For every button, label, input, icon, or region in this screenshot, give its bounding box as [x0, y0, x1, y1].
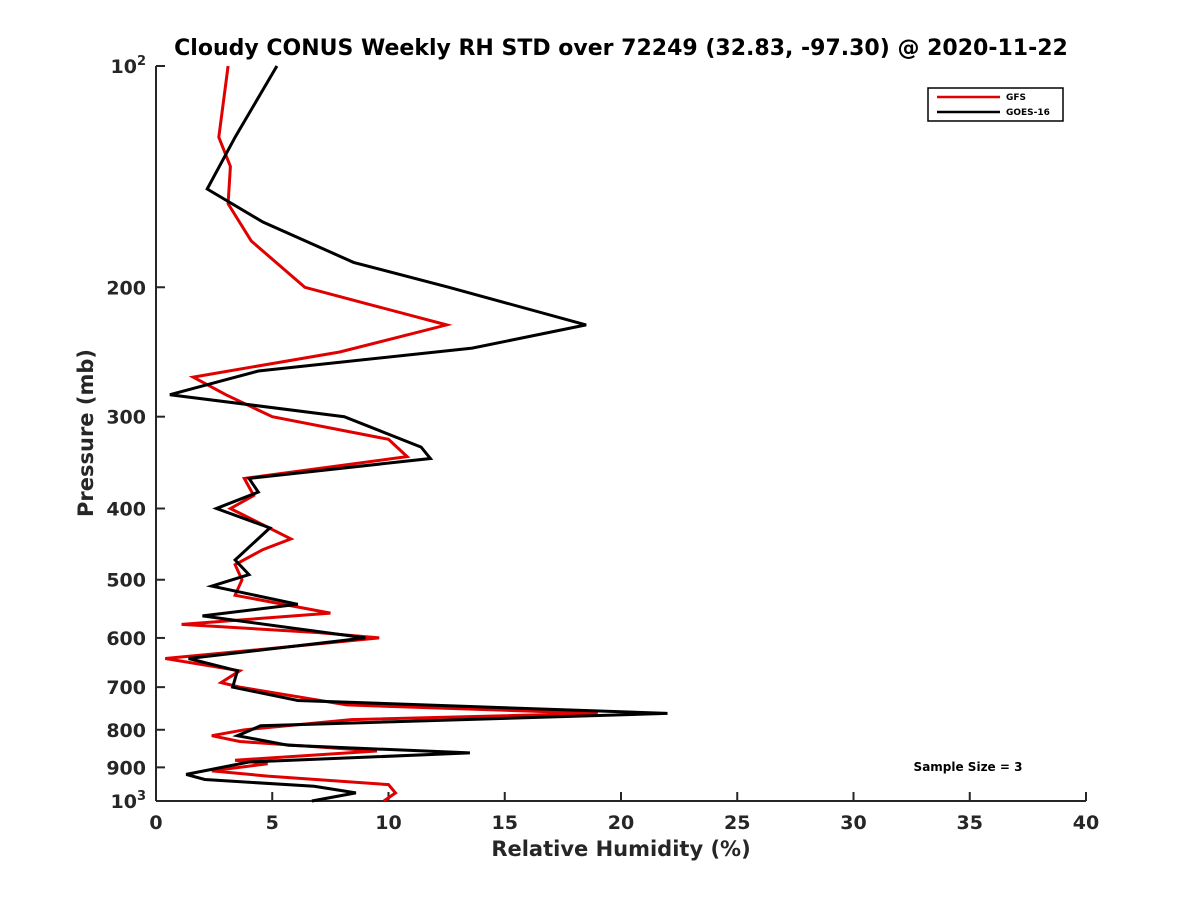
- y-tick-label: 500: [106, 570, 146, 592]
- x-tick-label: 15: [492, 812, 518, 834]
- series-line-goes16: [169, 65, 668, 803]
- series-line-gfs: [165, 65, 598, 803]
- series-layer: [165, 65, 668, 803]
- y-tick-label: 600: [106, 628, 146, 650]
- x-ticks: 0 5 10 15 20 25 30 35 40: [149, 792, 1099, 834]
- x-tick-label: 20: [608, 812, 634, 834]
- x-tick-label: 25: [724, 812, 750, 834]
- x-tick-label: 5: [266, 812, 279, 834]
- x-tick-label: 10: [375, 812, 401, 834]
- y-tick-label: 900: [106, 757, 146, 779]
- x-tick-label: 40: [1073, 812, 1099, 834]
- y-ticks: 102 200 300 400 500 600 700 800 900 103: [106, 54, 165, 813]
- y-tick-label: 103: [111, 789, 147, 813]
- y-tick-label: 800: [106, 720, 146, 742]
- sample-size-annotation: Sample Size = 3: [914, 760, 1023, 774]
- y-tick-label: 200: [106, 277, 146, 299]
- x-tick-label: 35: [957, 812, 983, 834]
- y-tick-label: 400: [106, 499, 146, 521]
- y-tick-label: 102: [111, 54, 147, 78]
- y-tick-label: 300: [106, 407, 146, 429]
- legend-label-goes16: GOES-16: [1006, 108, 1050, 118]
- y-axis-label: Pressure (mb): [74, 349, 98, 517]
- x-tick-label: 30: [840, 812, 866, 834]
- legend: GFS GOES-16: [927, 87, 1064, 122]
- legend-label-gfs: GFS: [1006, 93, 1026, 103]
- x-axis-label: Relative Humidity (%): [491, 837, 750, 861]
- legend-box: [927, 87, 1064, 122]
- y-tick-label: 700: [106, 677, 146, 699]
- chart-title: Cloudy CONUS Weekly RH STD over 72249 (3…: [174, 36, 1068, 61]
- x-tick-label: 0: [149, 812, 162, 834]
- plot-area: [155, 66, 1086, 802]
